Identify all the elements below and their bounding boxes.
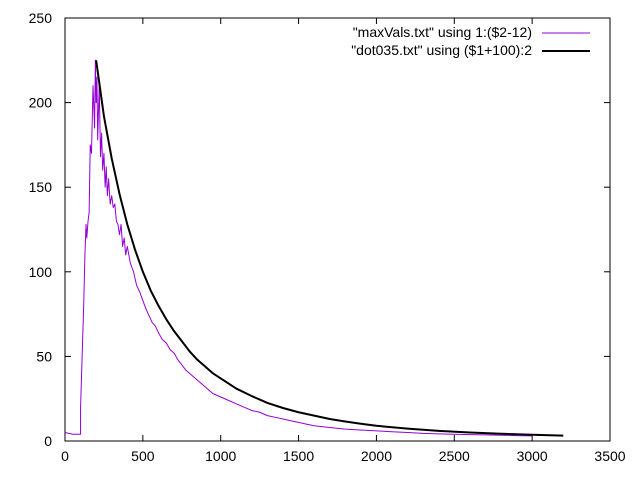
x-tick-label: 3000 bbox=[517, 448, 548, 464]
x-tick-label: 2000 bbox=[361, 448, 392, 464]
x-tick-label: 1000 bbox=[205, 448, 236, 464]
legend-label-dot035: "dot035.txt" using ($1+100):2 bbox=[351, 42, 532, 58]
x-tick-label: 3500 bbox=[594, 448, 625, 464]
series-layer bbox=[64, 59, 564, 437]
legend-label-maxvals: "maxVals.txt" using 1:($2-12) bbox=[353, 24, 532, 40]
y-tick-label: 50 bbox=[36, 348, 52, 364]
axis-ticks: 0 500 1000 1500 2000 2500 3000 3500 0 50 100 150 200… bbox=[29, 10, 626, 464]
y-tick-label: 250 bbox=[29, 10, 53, 26]
y-tick-label: 0 bbox=[44, 433, 52, 449]
y-tick-label: 200 bbox=[29, 95, 53, 111]
x-tick-label: 500 bbox=[131, 448, 155, 464]
y-tick-label: 150 bbox=[29, 179, 53, 195]
series-line-dot035 bbox=[95, 60, 564, 437]
x-tick-label: 1500 bbox=[283, 448, 314, 464]
plot-border bbox=[64, 17, 611, 442]
legend: "maxVals.txt" using 1:($2-12) "dot035.tx… bbox=[351, 24, 590, 58]
series-line-maxvals bbox=[64, 59, 533, 437]
x-tick-label: 2500 bbox=[439, 448, 470, 464]
y-tick-label: 100 bbox=[29, 264, 53, 280]
x-tick-label: 0 bbox=[61, 448, 69, 464]
